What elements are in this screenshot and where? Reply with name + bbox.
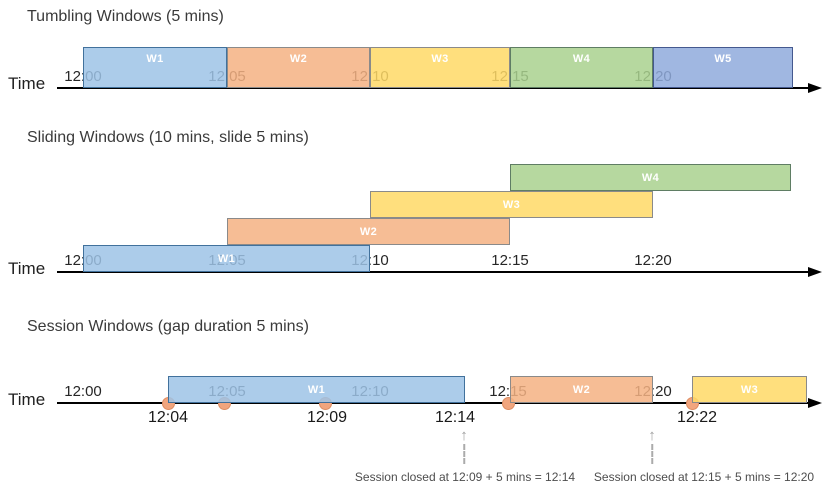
session-close-annotation: Session closed at 12:09 + 5 mins = 12:14 (354, 470, 576, 484)
window-label: W1 (307, 383, 326, 396)
sliding-title: Sliding Windows (10 mins, slide 5 mins) (27, 129, 309, 146)
window-label: W1 (217, 252, 236, 265)
tumbling-title: Tumbling Windows (5 mins) (27, 8, 224, 25)
tumbling-axis-time-label: Time (8, 74, 46, 93)
session-tick-label: 12:00 (64, 383, 102, 400)
sliding-tick-label: 12:20 (634, 252, 672, 269)
sliding-tick-label: 12:15 (491, 252, 529, 269)
session-window-box-w3: W3 (692, 376, 807, 403)
sliding-window-box-w2: W2 (227, 218, 510, 245)
dashed-line (463, 444, 465, 464)
sliding-axis-arrowhead-icon (808, 266, 822, 277)
tumbling-window-box-w3: W3 (370, 47, 510, 88)
sliding-window-box-w3: W3 (370, 191, 653, 218)
event-time-label: 12:04 (147, 409, 189, 426)
session-window-box-w2: W2 (510, 376, 653, 403)
window-label: W5 (714, 53, 732, 65)
tumbling-axis-line (57, 87, 808, 89)
dashed-line (651, 444, 653, 464)
sliding-axis-line (57, 271, 808, 273)
sliding-window-box-w4: W4 (510, 164, 791, 191)
up-arrow-icon: ↑ (648, 427, 656, 444)
sliding-axis-time-label: Time (8, 259, 46, 278)
tumbling-axis-arrowhead-icon (808, 82, 822, 93)
tumbling-window-box-w5: W5 (653, 47, 793, 88)
event-time-label: 12:22 (676, 409, 718, 426)
up-arrow-icon: ↑ (460, 427, 468, 444)
session-axis-line (57, 402, 808, 404)
event-time-label: 12:09 (306, 409, 348, 426)
session-close-arrow: ↑ (460, 427, 468, 464)
window-label: W4 (572, 53, 591, 65)
session-axis-arrowhead-icon (808, 397, 822, 408)
tumbling-window-box-w4: W4 (510, 47, 653, 88)
event-time-label: 12:14 (434, 409, 476, 426)
tumbling-window-box-w1: W1 (83, 47, 227, 88)
window-label: W4 (641, 171, 660, 184)
window-label: W3 (431, 53, 449, 65)
tumbling-window-box-w2: W2 (227, 47, 370, 88)
session-title: Session Windows (gap duration 5 mins) (27, 318, 309, 335)
window-label: W2 (289, 53, 308, 65)
session-axis-time-label: Time (8, 390, 46, 409)
window-label: W1 (146, 53, 164, 65)
window-label: W3 (502, 198, 521, 211)
window-label: W2 (359, 225, 378, 238)
session-close-arrow: ↑ (648, 427, 656, 464)
window-label: W3 (740, 383, 759, 396)
session-close-annotation: Session closed at 12:15 + 5 mins = 12:20 (593, 470, 815, 484)
sliding-window-box-w1: W1 (83, 245, 370, 272)
window-label: W2 (572, 383, 591, 396)
session-window-box-w1: W1 (168, 376, 465, 403)
